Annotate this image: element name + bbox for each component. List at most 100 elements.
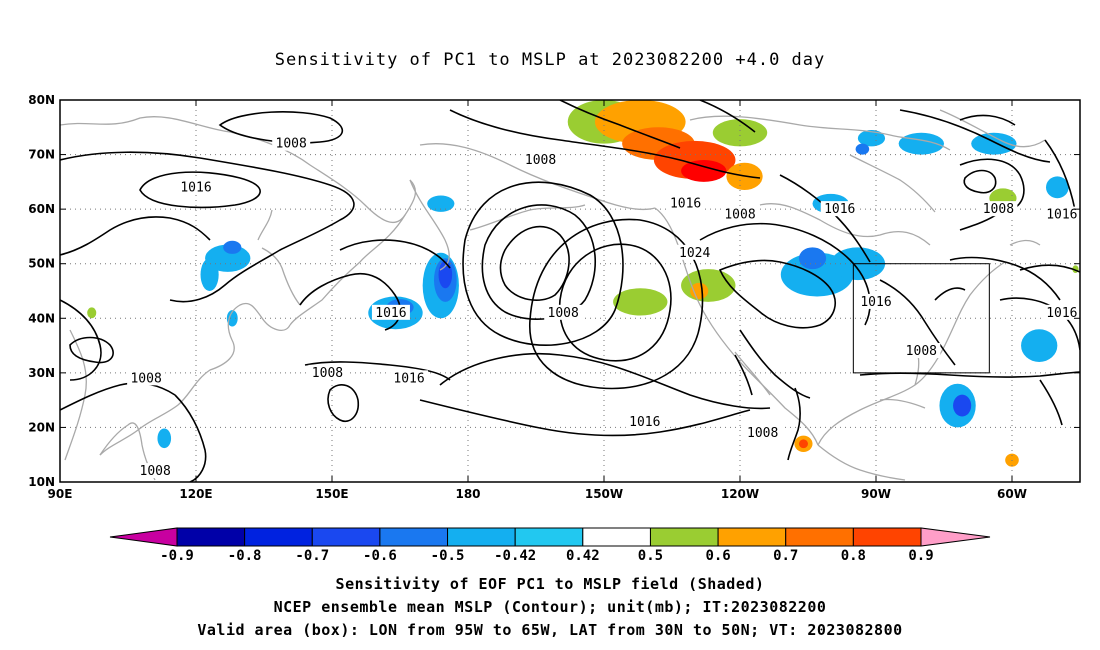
contour-label-bg (902, 343, 941, 359)
mslp-contour (959, 114, 1016, 126)
colorbar-swatch (379, 527, 449, 547)
colorbar-level-label: 0.42 (566, 548, 600, 564)
caption-shaded: Sensitivity of EOF PC1 to MSLP field (Sh… (335, 575, 765, 593)
shaded-blob (87, 307, 97, 319)
shaded-blob (157, 428, 172, 449)
contour-label: 1016 (180, 180, 211, 195)
colorbar-level-label: 0.9 (908, 548, 933, 564)
contour-label-bg (127, 370, 166, 386)
colorbar-level-label: 0.8 (841, 548, 866, 564)
shaded-blob (681, 269, 736, 302)
colorbar-level-label: -0.8 (228, 548, 262, 564)
colorbar-level-label: -0.7 (295, 548, 329, 564)
contour-label-bg (979, 201, 1018, 217)
map-title: Sensitivity of PC1 to MSLP at 2023082200… (274, 50, 826, 70)
coastline (654, 207, 819, 446)
mslp-contour (718, 259, 836, 329)
contour-label: 1016 (393, 371, 424, 386)
contour-label: 1008 (983, 202, 1014, 217)
contour-label-bg (666, 195, 705, 211)
mslp-contour (949, 256, 1061, 301)
mslp-contour (963, 169, 997, 194)
mslp-contour (934, 287, 966, 301)
contour-label-bg (1042, 304, 1080, 320)
lat-tick-label: 50N (28, 257, 55, 271)
caption-contour: NCEP ensemble mean MSLP (Contour); unit(… (273, 598, 827, 616)
contour-label: 1008 (906, 344, 937, 359)
shaded-blob (712, 119, 768, 147)
mslp-contour (481, 204, 597, 320)
shaded-blob (223, 240, 242, 254)
contour-label-bg (743, 424, 782, 440)
mslp-contour (139, 171, 261, 209)
lat-tick-label: 80N (28, 93, 55, 107)
lon-tick-label: 120E (179, 487, 212, 501)
lat-lon-grid (60, 100, 1080, 482)
coastline (939, 109, 1046, 148)
mslp-contour (899, 109, 1051, 163)
valid-area-box (852, 263, 990, 374)
lat-tick-label: 10N (28, 475, 55, 489)
contour-label: 1024 (679, 246, 710, 261)
contour-label: 1016 (670, 197, 701, 212)
contour-label: 1016 (629, 415, 660, 430)
coastline (759, 203, 931, 246)
mslp-contour (462, 181, 624, 346)
coastline (817, 444, 906, 481)
coastline (817, 261, 1006, 446)
colorbar-level-label: 0.5 (638, 548, 663, 564)
colorbar-level-label: -0.9 (160, 548, 194, 564)
mslp-contour (499, 225, 570, 301)
contour-label-bg (820, 201, 859, 217)
contour-label-bg (136, 463, 175, 479)
mslp-contour (419, 399, 751, 437)
lon-tick-label: 180 (455, 487, 480, 501)
contour-label: 1008 (276, 137, 307, 152)
mslp-contour (529, 218, 704, 390)
contour-label-bg (390, 370, 429, 386)
mslp-contour (60, 216, 211, 256)
mslp-contour (304, 361, 451, 381)
shaded-blob (857, 130, 886, 147)
mslp-contour (879, 279, 956, 366)
mslp-contour (559, 100, 681, 149)
contour-label-bg (177, 179, 215, 195)
lon-tick-label: 90W (861, 487, 891, 501)
mslp-contour (787, 387, 801, 461)
shaded-blob (690, 282, 709, 300)
coastline (469, 204, 586, 231)
shaded-blob (226, 310, 238, 327)
mslp-contour (339, 239, 451, 269)
coastline (261, 247, 301, 306)
contour-labels: 1008 1016 1008 1016 1008 1016 1008 1016 1024 1008… (127, 135, 1080, 479)
contour-label: 1008 (548, 306, 579, 321)
lon-tick-label: 120W (721, 487, 759, 501)
lat-tick-label: 40N (28, 311, 55, 325)
colorbar-high-cap (920, 527, 991, 547)
coastline (419, 143, 656, 211)
lat-tick-label: 60N (28, 202, 55, 216)
contour-label: 1008 (724, 208, 755, 223)
shaded-blob (200, 258, 219, 291)
mslp-contour (60, 151, 355, 303)
colorbar: -0.9 -0.8 -0.7 -0.6 -0.5 -0.42 0.42 0.5 0.6 0.7 0.… (109, 527, 991, 564)
mslp-contour (734, 354, 753, 396)
colorbar-level-label: -0.5 (431, 548, 465, 564)
contour-label: 1008 (747, 426, 778, 441)
colorbar-swatch (582, 527, 651, 547)
lat-tick-label: 30N (28, 366, 55, 380)
coastline (257, 209, 273, 241)
coastline (99, 302, 291, 456)
plot-frame (59, 99, 1081, 483)
contour-label-bg (721, 206, 759, 222)
coastline (64, 329, 87, 461)
contour-label-bg (625, 413, 664, 429)
mslp-contour (439, 352, 771, 410)
contour-label-bg (371, 304, 410, 320)
colorbar-swatch (852, 527, 922, 547)
lon-tick-label: 150E (315, 487, 348, 501)
contour-label: 1008 (130, 371, 161, 386)
lon-tick-label: 90E (48, 487, 73, 501)
colorbar-level-label: 0.6 (705, 548, 730, 564)
colorbar-level-label: 0.7 (773, 548, 798, 564)
